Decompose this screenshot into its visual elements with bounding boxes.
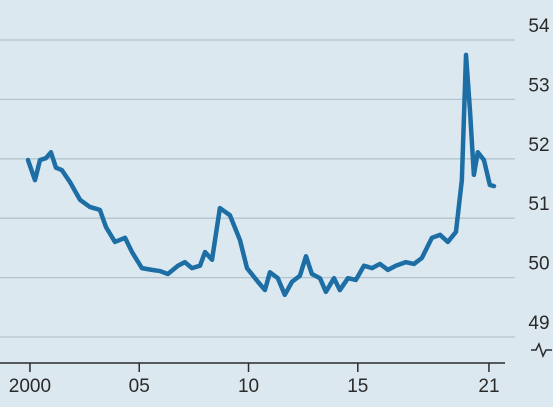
x-tick-label: 10	[238, 376, 259, 397]
x-tick-label: 21	[478, 376, 499, 397]
y-tick-label: 54	[528, 16, 550, 37]
y-tick-label: 51	[528, 194, 549, 215]
axis-break	[531, 342, 552, 358]
y-tick-label: 50	[528, 254, 549, 275]
y-tick-label: 53	[528, 75, 549, 96]
x-tick-label: 2000	[9, 376, 51, 397]
y-tick-label: 52	[528, 135, 549, 156]
x-tick-label: 15	[347, 376, 368, 397]
data-line	[25, 52, 497, 298]
y-tick-label: 49	[528, 313, 549, 334]
x-tick-label: 05	[129, 376, 150, 397]
